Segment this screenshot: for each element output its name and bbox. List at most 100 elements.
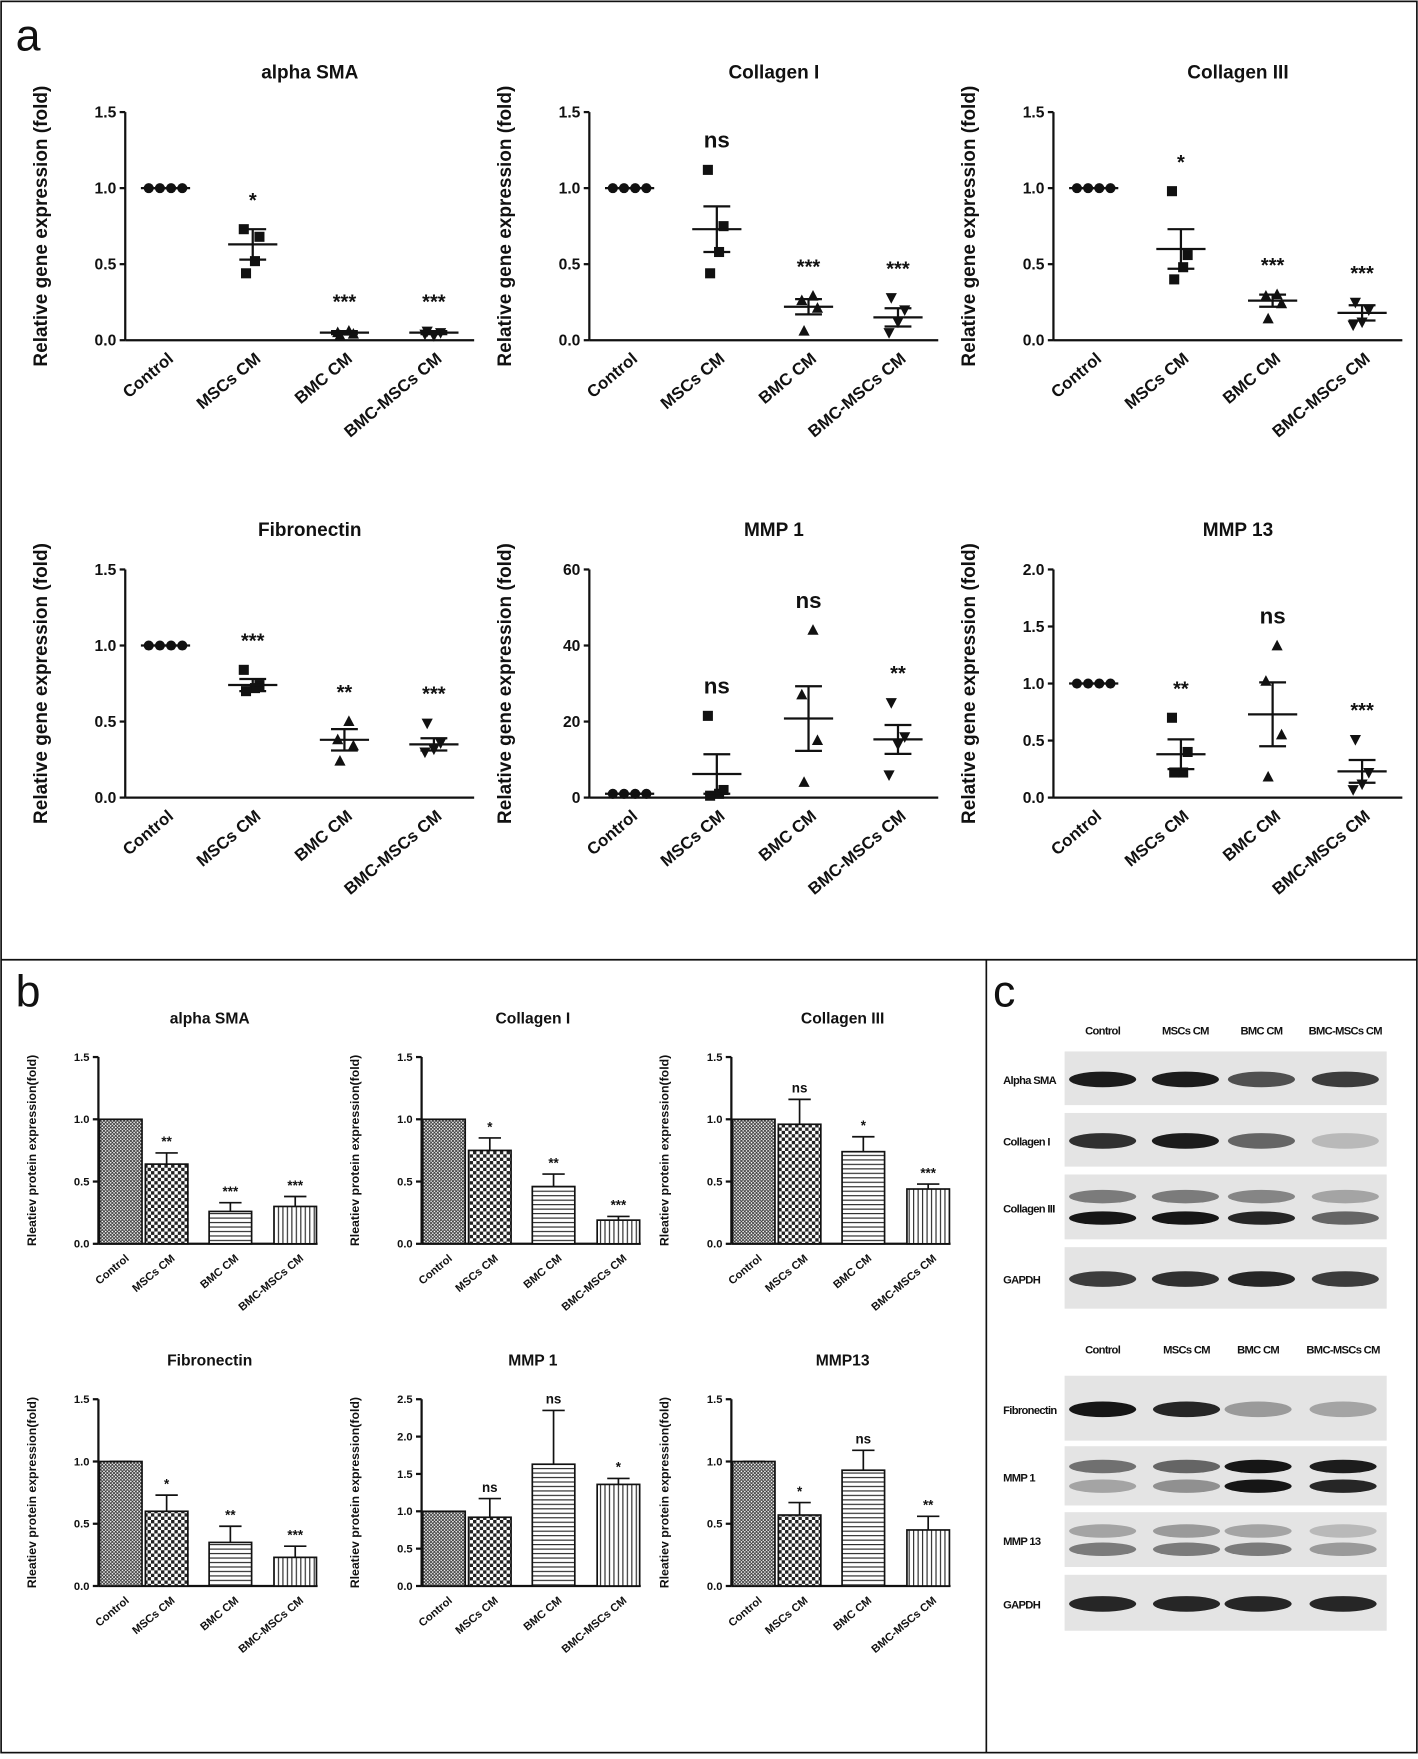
y-tick-label: 1.0 [707, 1114, 723, 1126]
data-point [1169, 274, 1180, 285]
y-tick-label: 0.5 [74, 1519, 90, 1531]
blot-strip [1064, 1174, 1387, 1240]
data-point [899, 732, 911, 743]
significance-label: * [616, 1460, 622, 1475]
significance-label: * [487, 1119, 493, 1134]
data-point [798, 324, 810, 336]
blot-band [1309, 1479, 1377, 1493]
x-tick-label: MSCs CM [193, 806, 264, 870]
x-tick-label: Control [726, 1253, 764, 1288]
bar [777, 1123, 822, 1245]
error-bar [788, 1098, 811, 1125]
y-tick-label: 0.5 [559, 257, 581, 274]
blot-band [1069, 1459, 1137, 1474]
error-bar [703, 205, 731, 254]
row-label: Collagen I [1003, 1136, 1050, 1148]
error-bar [1259, 681, 1287, 748]
data-point [254, 231, 265, 242]
blot-band [1311, 1071, 1379, 1088]
data-point [249, 256, 261, 267]
blot-band [1224, 1479, 1292, 1493]
x-tick-label: BMC CM [1219, 349, 1284, 408]
y-tick-label: 0.0 [1023, 790, 1045, 807]
error-bar [703, 753, 731, 795]
error-bar [795, 685, 822, 752]
x-tick-label: MSCs CM [454, 1595, 501, 1637]
x-tick-label: BMC-MSCs CM [870, 1253, 940, 1314]
blot-band [1069, 1271, 1137, 1287]
significance-label: *** [241, 630, 265, 652]
chart-title: alpha SMA [261, 63, 358, 84]
blot-band [1152, 1596, 1221, 1612]
y-tick-label: 0 [572, 790, 581, 807]
row-label: MMP 13 [1003, 1536, 1041, 1548]
lane-label: BMC CM [1240, 1026, 1282, 1038]
significance-label: ns [855, 1432, 871, 1447]
chart-title: Fibronectin [167, 1353, 252, 1370]
blot-band [1309, 1524, 1377, 1538]
y-tick-label: 1.5 [397, 1469, 413, 1481]
x-tick-label: BMC-MSCs CM [805, 349, 910, 441]
significance-label: *** [287, 1527, 303, 1542]
row-label: GAPDH [1003, 1275, 1041, 1287]
x-tick-label: BMC CM [831, 1253, 874, 1292]
y-axis-label: Relative gene expression (fold) [959, 543, 980, 824]
y-axis-label: Relative gene expression (fold) [31, 543, 52, 824]
x-tick-label: Control [583, 806, 641, 859]
data-point [1363, 305, 1375, 316]
significance-label: *** [611, 1198, 627, 1213]
x-tick-label: MSCs CM [454, 1253, 501, 1295]
error-bar [155, 1152, 178, 1165]
chart-title: Collagen III [801, 1010, 884, 1027]
error-bar [478, 1137, 501, 1151]
data-point [1275, 728, 1288, 740]
x-tick-label: BMC CM [1219, 806, 1284, 865]
data-point [1178, 262, 1189, 273]
y-tick-label: 0.5 [1023, 257, 1045, 274]
y-tick-label: 0.5 [397, 1176, 413, 1188]
y-tick-label: 1.0 [559, 181, 581, 198]
x-tick-label: Control [119, 349, 177, 402]
data-point [249, 683, 261, 694]
significance-label: *** [1350, 263, 1374, 285]
y-tick-label: 1.5 [95, 562, 117, 579]
x-tick-label: BMC-MSCs CM [340, 806, 445, 898]
blot-band [1152, 1401, 1221, 1418]
blot-band [1227, 1071, 1295, 1088]
blot-band [1224, 1542, 1292, 1556]
data-point [421, 718, 433, 730]
blot-band [1151, 1133, 1219, 1149]
blot-band [1224, 1596, 1292, 1612]
bar [906, 1529, 951, 1587]
data-point [702, 710, 713, 721]
blot-band [1227, 1133, 1295, 1149]
bar [731, 1118, 776, 1245]
data-point [798, 776, 810, 787]
y-tick-label: 1.0 [74, 1456, 90, 1468]
x-tick-label: BMC CM [291, 349, 356, 408]
bar [841, 1469, 886, 1587]
error-bar [1167, 228, 1195, 270]
bar [208, 1541, 253, 1587]
y-tick-label: 0.5 [707, 1519, 723, 1531]
y-tick-label: 0.5 [397, 1544, 413, 1556]
data-point [811, 734, 824, 746]
row-label: MMP 1 [1003, 1472, 1035, 1484]
row-label: Fibronectin [1003, 1405, 1057, 1417]
blot-band [1069, 1133, 1137, 1149]
x-tick-label: Control [119, 806, 177, 859]
bar [467, 1149, 512, 1245]
bar [531, 1463, 576, 1587]
y-tick-label: 0.0 [74, 1581, 90, 1593]
significance-label: * [861, 1118, 867, 1133]
x-tick-label: BMC-MSCs CM [870, 1595, 940, 1656]
y-tick-label: 1.0 [397, 1506, 413, 1518]
error-bar [239, 677, 267, 693]
significance-label: ** [225, 1508, 236, 1523]
x-tick-label: BMC CM [755, 349, 820, 408]
error-bar [155, 1494, 178, 1512]
y-tick-label: 1.5 [74, 1052, 90, 1064]
error-bar [852, 1135, 875, 1152]
y-axis-label: Relative gene expression (fold) [959, 86, 980, 367]
significance-label: ns [795, 588, 821, 613]
